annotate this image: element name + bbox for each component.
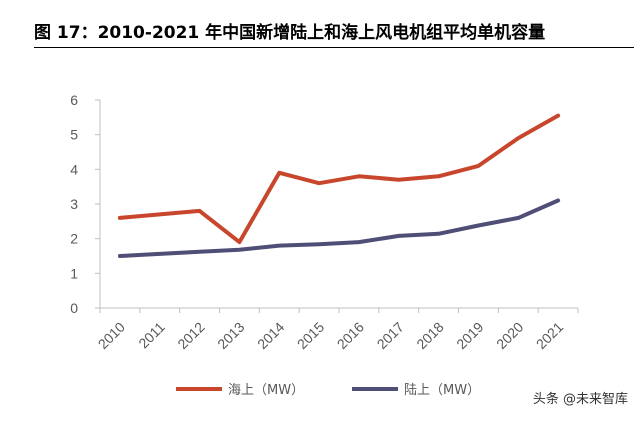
x-tick-label: 2019 bbox=[453, 319, 486, 352]
x-tick-label: 2010 bbox=[95, 319, 128, 352]
legend: 海上（MW） 陆上（MW） bbox=[176, 382, 480, 398]
x-tick-label: 2016 bbox=[334, 319, 367, 352]
x-tick-label: 2017 bbox=[374, 319, 407, 352]
series-line-onshore bbox=[117, 198, 561, 258]
series-line-offshore bbox=[117, 113, 561, 245]
x-tick-label: 2018 bbox=[413, 319, 446, 352]
y-tick-label: 6 bbox=[70, 92, 78, 108]
legend-label: 海上（MW） bbox=[228, 383, 304, 398]
title-rule bbox=[34, 47, 634, 48]
x-tick-label: 2015 bbox=[294, 319, 327, 352]
figure-title: 图 17：2010-2021 年中国新增陆上和海上风电机组平均单机容量 bbox=[34, 23, 546, 43]
x-tick-label: 2020 bbox=[493, 319, 526, 352]
y-tick-label: 5 bbox=[70, 127, 78, 143]
x-tick-label: 2013 bbox=[214, 319, 247, 352]
x-tick-label: 2011 bbox=[135, 319, 168, 352]
y-tick-label: 0 bbox=[70, 300, 78, 316]
watermark-text: 头条 @未来智库 bbox=[532, 392, 628, 407]
y-axis: 0 1 2 3 4 5 6 bbox=[70, 92, 101, 316]
y-tick-label: 2 bbox=[70, 231, 78, 247]
series-lines bbox=[117, 113, 561, 258]
x-tick-label: 2021 bbox=[533, 319, 566, 352]
y-tick-label: 1 bbox=[70, 265, 78, 281]
legend-label: 陆上（MW） bbox=[404, 382, 480, 398]
x-tick-label: 2014 bbox=[254, 319, 287, 352]
y-tick-label: 3 bbox=[70, 196, 78, 212]
x-axis: 2010 2011 2012 2013 2014 2015 2016 2017 2018 2019… bbox=[95, 307, 579, 352]
x-tick-label: 2012 bbox=[174, 319, 207, 352]
y-tick-label: 4 bbox=[70, 161, 78, 177]
